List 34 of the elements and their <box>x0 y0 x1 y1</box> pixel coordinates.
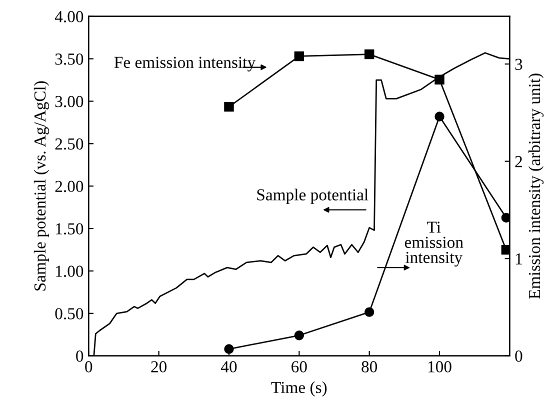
point <box>501 212 510 223</box>
point <box>224 102 234 112</box>
y2-tick-label: 0 <box>515 350 522 362</box>
x-tick-label: 20 <box>151 361 167 372</box>
point <box>364 49 374 60</box>
y2-tick-label: 3 <box>515 58 522 70</box>
y-tick-label: 0.50 <box>55 308 84 320</box>
y2-tick-label: 1 <box>516 253 522 264</box>
point <box>294 330 304 340</box>
y-tick-label: 2.00 <box>55 180 84 192</box>
point <box>364 307 374 317</box>
point <box>434 112 444 122</box>
annotation: Fe emission intensity <box>114 56 256 72</box>
y-tick-label: 3.00 <box>55 96 84 108</box>
y-axis-title: Sample potential (vs. Ag/AgCl) <box>34 81 50 291</box>
point <box>434 74 444 84</box>
y-tick-label: 0 <box>76 350 84 362</box>
x-tick-label: 60 <box>292 361 307 372</box>
y-tick-label: 4.00 <box>54 11 84 22</box>
x-axis-title: Time (s) <box>271 381 327 396</box>
y-tick-label: 1.00 <box>56 266 84 277</box>
y-tick-label: 2.50 <box>55 138 84 150</box>
point <box>294 51 304 62</box>
x-tick-label: 80 <box>362 361 378 372</box>
y-tick-label: 1.50 <box>56 223 84 235</box>
x-tick-label: 40 <box>220 361 237 372</box>
x-tick-label: 0 <box>85 361 92 372</box>
y2-axis-title: Emission intensity (arbitrary unit) <box>528 74 544 299</box>
y2-tick-label: 2 <box>515 156 522 168</box>
annotation: Sample potential <box>257 188 368 204</box>
annotation: Ti emission intensity <box>404 222 464 266</box>
x-tick-label: 100 <box>428 361 452 372</box>
y-tick-label: 3.50 <box>55 53 84 65</box>
point <box>224 344 234 354</box>
